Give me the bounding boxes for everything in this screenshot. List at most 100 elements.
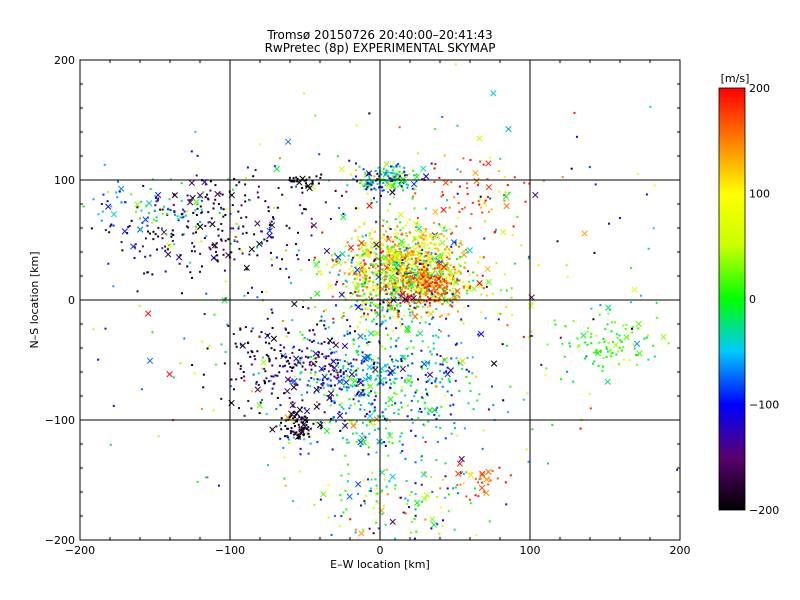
point-dot: [250, 363, 253, 366]
point-dot: [376, 298, 379, 301]
point-dot: [266, 239, 269, 242]
point-dot: [410, 521, 413, 524]
point-dot: [208, 246, 211, 249]
point-dot: [266, 317, 269, 320]
point-dot: [459, 242, 462, 245]
point-dot: [442, 478, 445, 481]
point-dot: [502, 399, 505, 402]
point-dot: [373, 423, 376, 426]
point-dot: [200, 407, 203, 410]
point-dot: [620, 349, 623, 352]
point-dot: [287, 378, 290, 381]
point-dot: [434, 379, 437, 382]
point-dot: [100, 219, 103, 222]
point-dot: [446, 366, 449, 369]
point-dot: [346, 360, 349, 363]
colorbar-label: [m/s]: [721, 72, 750, 85]
point-dot: [325, 373, 328, 376]
point-dot: [421, 275, 424, 278]
point-dot: [379, 375, 382, 378]
point-dot: [385, 258, 388, 261]
point-dot: [416, 217, 419, 220]
point-dot: [498, 190, 501, 193]
point-dot: [300, 421, 303, 424]
point-dot: [375, 284, 378, 287]
point-dot: [373, 406, 376, 409]
point-dot: [375, 323, 378, 326]
point-dot: [408, 278, 411, 281]
point-dot: [323, 320, 326, 323]
point-dot: [480, 206, 483, 209]
point-dot: [429, 350, 432, 353]
point-dot: [645, 193, 648, 196]
y-tick-label: 200: [54, 54, 75, 67]
point-dot: [354, 528, 357, 531]
point-dot: [483, 491, 486, 494]
point-dot: [263, 382, 266, 385]
point-dot: [397, 303, 400, 306]
point-dot: [201, 211, 204, 214]
colorbar-tick-label: −200: [749, 504, 779, 517]
point-dot: [392, 315, 395, 318]
point-dot: [397, 263, 400, 266]
point-dot: [306, 347, 309, 350]
point-cross: [154, 191, 162, 199]
point-dot: [292, 412, 295, 415]
point-dot: [296, 177, 299, 180]
point-dot: [336, 358, 339, 361]
point-dot: [429, 233, 432, 236]
point-dot: [604, 339, 607, 342]
point-dot: [323, 341, 326, 344]
point-dot: [224, 239, 227, 242]
point-dot: [172, 203, 175, 206]
point-dot: [466, 356, 469, 359]
point-cross: [357, 333, 364, 340]
point-dot: [270, 220, 273, 223]
point-dot: [599, 304, 602, 307]
point-dot: [419, 282, 422, 285]
point-dot: [295, 364, 298, 367]
point-dot: [316, 441, 319, 444]
point-dot: [372, 333, 375, 336]
point-dot: [311, 182, 314, 185]
point-dot: [400, 360, 403, 363]
point-dot: [595, 334, 598, 337]
point-dot: [369, 237, 372, 240]
point-dot: [384, 408, 387, 411]
point-dot: [499, 157, 502, 160]
point-dot: [336, 155, 339, 158]
point-dot: [394, 175, 397, 178]
point-cross: [412, 220, 419, 227]
point-dot: [335, 370, 338, 373]
point-dot: [434, 281, 437, 284]
point-dot: [439, 369, 442, 372]
point-dot: [400, 176, 403, 179]
point-dot: [412, 195, 415, 198]
point-dot: [428, 247, 431, 250]
point-dot: [426, 252, 429, 255]
point-dot: [393, 287, 396, 290]
point-dot: [375, 273, 378, 276]
point-dot: [154, 195, 157, 198]
point-dot: [382, 504, 385, 507]
point-dot: [465, 376, 468, 379]
point-dot: [399, 286, 402, 289]
point-dot: [173, 210, 176, 213]
point-dot: [383, 171, 386, 174]
point-dot: [332, 321, 335, 324]
point-dot: [435, 284, 438, 287]
point-dot: [182, 233, 185, 236]
point-dot: [436, 496, 439, 499]
point-dot: [393, 232, 396, 235]
point-dot: [308, 363, 311, 366]
point-dot: [342, 373, 345, 376]
point-dot: [462, 281, 465, 284]
point-dot: [90, 227, 93, 230]
point-dot: [405, 247, 408, 250]
point-dot: [435, 235, 438, 238]
point-dot: [172, 233, 175, 236]
point-dot: [378, 186, 381, 189]
point-dot: [589, 336, 592, 339]
x-tick-label: −100: [215, 544, 245, 557]
point-dot: [331, 448, 334, 451]
